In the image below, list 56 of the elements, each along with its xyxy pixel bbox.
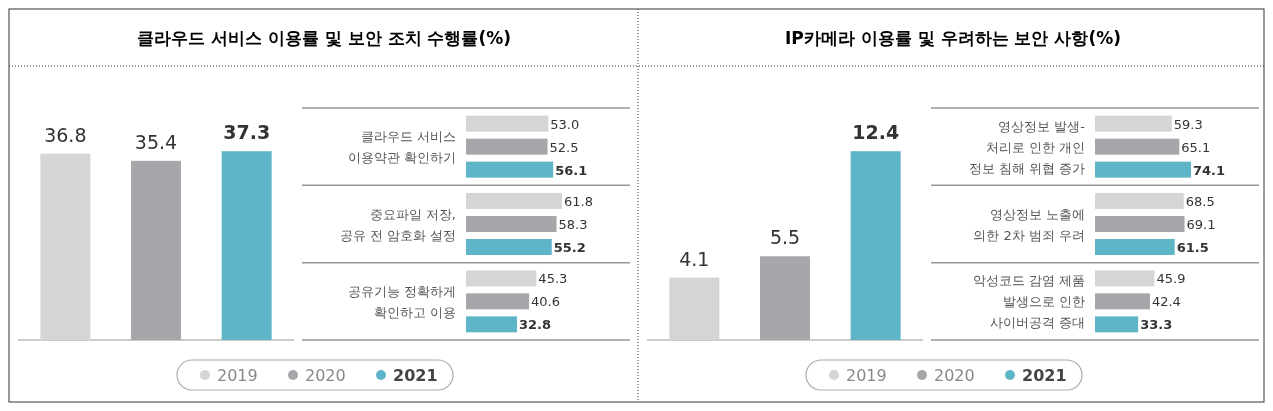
data-label: 55.2 — [553, 240, 586, 255]
chart-title: IP카메라 이용률 및 우려하는 보안 사항(%) — [785, 28, 1121, 48]
data-label: 36.8 — [44, 123, 87, 146]
bar — [1095, 316, 1139, 333]
data-label: 35.4 — [134, 130, 178, 153]
bar — [1095, 239, 1175, 255]
bar — [466, 138, 548, 155]
legend-label: 2019 — [846, 366, 887, 385]
data-label: 45.9 — [1156, 271, 1186, 287]
bar — [1095, 161, 1191, 178]
data-label: 12.4 — [852, 121, 900, 144]
data-label: 5.5 — [769, 226, 801, 249]
legend-label: 2020 — [934, 366, 975, 385]
y-tick-label: 악성코드 감염 제품 발생으로 인한 사이버공격 증대 — [972, 273, 1085, 331]
y-tick-label: 클라우드 서비스 이용약관 확인하기 — [347, 129, 456, 166]
bar — [466, 293, 530, 310]
data-label: 61.8 — [564, 194, 593, 209]
y-tick-label: 중요파일 저장, 공유 전 암호화 설정 — [339, 206, 456, 243]
bar — [466, 270, 537, 287]
bar — [466, 115, 549, 132]
y-tick-label: 영상정보 노출에 의한 2차 범죄 우려 — [973, 206, 1085, 243]
data-label: 61.5 — [1176, 240, 1209, 255]
y-tick-label: 영상정보 발생- 처리로 인한 개인 정보 침해 위협 증가 — [968, 118, 1086, 176]
data-label: 42.4 — [1151, 294, 1181, 310]
data-label: 65.1 — [1181, 139, 1211, 155]
bar — [1095, 193, 1184, 209]
data-label: 33.3 — [1140, 317, 1173, 333]
data-label: 58.3 — [558, 217, 588, 232]
y-tick-label: 공유기능 정확하게 확인하고 이용 — [347, 283, 456, 320]
data-label: 45.3 — [538, 271, 568, 287]
bar — [466, 161, 554, 178]
legend-label: 2019 — [217, 366, 258, 385]
legend-label: 2021 — [1022, 366, 1067, 385]
chart-title: 클라우드 서비스 이용률 및 보안 조치 수행률(%) — [136, 28, 512, 48]
data-label: 52.5 — [549, 139, 579, 155]
data-label: 56.1 — [555, 162, 588, 178]
bar — [1095, 138, 1180, 155]
bar — [1095, 115, 1172, 132]
data-label: 4.1 — [679, 247, 710, 270]
bar — [1095, 270, 1155, 287]
data-label: 37.3 — [223, 121, 271, 144]
bar — [466, 193, 562, 209]
legend-label: 2020 — [305, 366, 346, 385]
data-label: 68.5 — [1185, 194, 1215, 209]
data-label: 74.1 — [1193, 162, 1226, 178]
data-label: 32.8 — [518, 317, 552, 333]
bar — [1095, 216, 1185, 232]
data-label: 53.0 — [550, 116, 580, 132]
bar — [466, 316, 517, 333]
legend-label: 2021 — [393, 366, 438, 385]
bar — [1095, 293, 1150, 310]
bar — [466, 239, 552, 255]
bar — [466, 216, 557, 232]
data-label: 69.1 — [1186, 217, 1216, 232]
data-label: 59.3 — [1173, 116, 1203, 132]
data-label: 40.6 — [531, 294, 561, 310]
